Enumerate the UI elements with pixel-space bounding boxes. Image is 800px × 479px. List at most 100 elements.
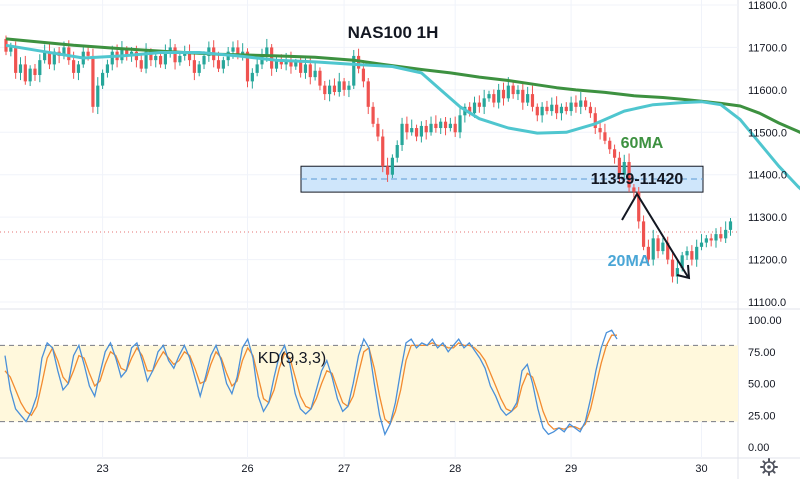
candle-body	[675, 268, 679, 277]
candle-body	[569, 102, 573, 112]
candle-body	[139, 60, 143, 69]
candle-body	[656, 238, 660, 252]
candle-body	[33, 68, 37, 76]
candle-body	[477, 102, 481, 107]
candle-body	[216, 60, 221, 69]
candle-body	[501, 89, 506, 99]
candle-body	[622, 161, 626, 175]
candle-body	[468, 106, 472, 114]
candle-body	[419, 125, 423, 137]
candle-body	[76, 64, 81, 73]
candle-body	[641, 221, 646, 247]
candle-body	[47, 51, 52, 65]
candle-body	[323, 85, 327, 95]
candle-body	[110, 51, 114, 65]
candle-body	[521, 89, 525, 103]
axes: 11800.0 11700.0 11600.0 11500.0 11400.0 11300…	[96, 0, 786, 475]
candle-body	[588, 106, 593, 114]
candle-body	[270, 47, 274, 69]
candle-body	[289, 60, 293, 67]
candle-body	[303, 64, 308, 73]
candle-body	[637, 191, 641, 222]
price-tick-label: 11200.0	[748, 255, 787, 267]
ma60-line	[5, 37, 800, 134]
candle-body	[482, 98, 486, 107]
candle-body	[492, 94, 496, 103]
candle-body	[584, 100, 588, 107]
candle-body	[506, 85, 510, 99]
candle-body	[497, 89, 501, 103]
price-tick-label: 11700.0	[748, 42, 787, 54]
candle-body	[453, 123, 457, 133]
candle-body	[405, 123, 409, 133]
candle-body	[593, 113, 597, 129]
candle-body	[414, 128, 419, 137]
candle-body	[299, 62, 303, 73]
candles	[4, 35, 733, 284]
kd-tick-label: 50.00	[748, 379, 776, 391]
candle-body	[690, 251, 694, 260]
candle-body	[545, 106, 549, 112]
candle-body	[709, 238, 713, 241]
candle-body	[429, 123, 433, 133]
candle-body	[9, 47, 13, 52]
candle-body	[680, 255, 684, 269]
candle-body	[178, 55, 182, 63]
candle-body	[328, 85, 332, 95]
candle-body	[168, 47, 172, 52]
time-tick-label: 27	[338, 463, 350, 475]
kd-tick-label: 75.00	[748, 347, 776, 359]
candle-body	[231, 47, 235, 52]
candle-body	[530, 94, 535, 107]
candle-body	[265, 47, 269, 56]
candle-body	[400, 123, 404, 146]
candle-body	[612, 149, 617, 158]
candle-body	[72, 60, 76, 73]
candle-body	[173, 47, 177, 63]
candle-body	[67, 47, 71, 61]
candle-body	[91, 55, 95, 107]
price-tick-label: 11300.0	[748, 212, 787, 224]
candle-body	[603, 132, 607, 141]
candle-body	[284, 60, 288, 65]
candle-body	[366, 81, 370, 107]
candle-body	[192, 60, 196, 73]
candle-body	[101, 72, 105, 86]
zone-label: 11359-11420	[591, 171, 684, 188]
candle-body	[62, 47, 66, 56]
candle-body	[381, 136, 385, 167]
candle-body	[395, 145, 399, 158]
ma20-label: 20MA	[608, 253, 651, 270]
time-tick-label: 29	[565, 463, 577, 475]
candle-body	[245, 51, 250, 82]
candle-body	[105, 64, 110, 73]
candle-body	[728, 221, 733, 230]
chart-title: NAS100 1H	[348, 23, 439, 42]
candle-body	[651, 238, 655, 260]
gear-icon[interactable]	[760, 458, 778, 476]
candle-body	[555, 104, 559, 114]
candle-body	[598, 128, 602, 133]
candle-body	[347, 85, 351, 90]
ma60-label: 60MA	[621, 135, 664, 152]
candle-body	[487, 94, 491, 99]
support-zone	[0, 165, 738, 233]
candle-body	[670, 259, 675, 277]
candle-body	[255, 64, 259, 73]
ma20-line	[5, 43, 800, 191]
candle-body	[144, 51, 148, 69]
candle-body	[38, 60, 42, 76]
candle-body	[361, 68, 366, 82]
candle-body	[632, 187, 636, 192]
candle-body	[424, 125, 428, 133]
candle-body	[28, 68, 32, 82]
candle-body	[337, 81, 341, 92]
candle-body	[704, 238, 708, 243]
candle-body	[699, 242, 704, 247]
candle-body	[313, 70, 317, 78]
candle-body	[352, 55, 356, 86]
moving-averages	[5, 37, 800, 191]
candle-body	[574, 102, 578, 107]
candle-body	[371, 106, 375, 124]
